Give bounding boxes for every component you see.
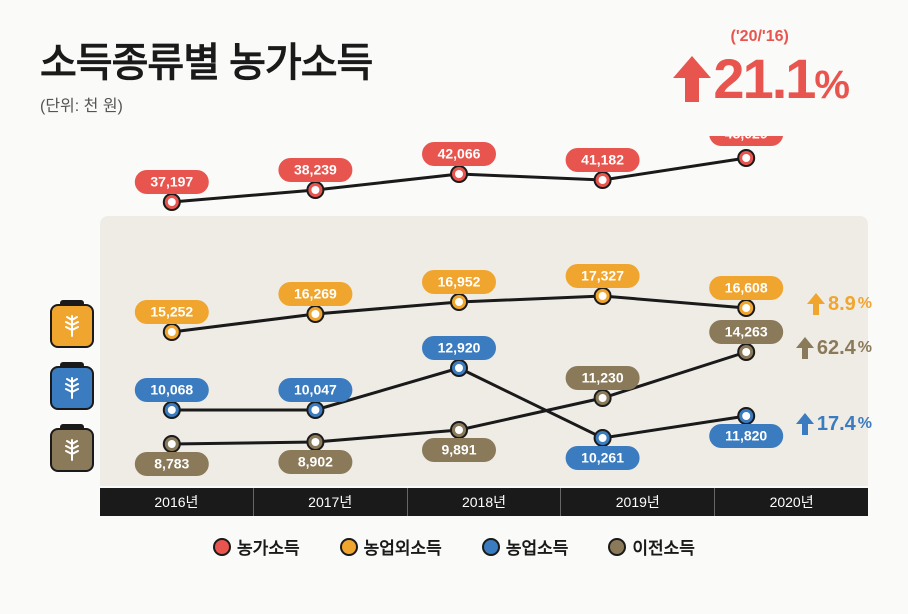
value-label: 41,182 [581,152,624,168]
series-change: 17.4% [795,412,872,436]
value-label: 14,263 [725,324,768,340]
value-label: 10,068 [150,382,193,398]
data-marker-inner [311,438,319,446]
data-marker-inner [599,434,607,442]
data-marker-inner [455,298,463,306]
data-marker-inner [742,348,750,356]
value-label: 10,261 [581,450,624,466]
value-label: 42,066 [438,146,481,162]
legend: 농가소득 농업외소득 농업소득 이전소득 [40,534,868,559]
legend-label: 농업소득 [506,534,569,559]
headline-period: ('20/'16) [671,28,848,46]
data-marker-inner [311,406,319,414]
value-label: 8,902 [298,454,333,470]
value-label: 8,783 [154,456,189,472]
legend-item: 농업소득 [482,534,569,559]
line-chart: 37,197 38,239 42,066 41,182 45,029 15,252 16,2… [40,136,868,516]
value-label: 11,230 [582,370,624,386]
legend-dot-icon [213,538,231,556]
legend-dot-icon [482,538,500,556]
data-marker-inner [168,440,176,448]
x-axis-tick: 2018년 [408,488,562,516]
value-label: 16,952 [438,274,481,290]
value-label: 45,029 [725,136,768,142]
value-label: 37,197 [150,174,193,190]
value-label: 11,820 [725,428,767,444]
arrow-up-icon [795,412,815,436]
change-value: 62.4 [817,337,856,360]
headline-change: ('20/'16) 21.1% [671,28,848,111]
x-axis-tick: 2017년 [254,488,408,516]
data-marker-inner [168,406,176,414]
change-unit: % [858,339,872,357]
arrow-up-icon [671,54,713,104]
data-marker-inner [599,394,607,402]
data-marker-inner [599,176,607,184]
legend-item: 농가소득 [213,534,300,559]
arrow-up-icon [806,292,826,316]
data-marker-inner [742,154,750,162]
chart-area: 37,197 38,239 42,066 41,182 45,029 15,252 16,2… [40,136,868,516]
value-label: 16,269 [294,286,337,302]
data-marker-inner [455,170,463,178]
infographic-container: 소득종류별 농가소득 (단위: 천 원) ('20/'16) 21.1% 37,… [0,0,908,614]
change-unit: % [858,415,872,433]
x-axis-tick: 2020년 [715,488,868,516]
x-axis-tick: 2019년 [561,488,715,516]
data-marker-inner [311,310,319,318]
data-marker-inner [455,364,463,372]
change-unit: % [858,295,872,313]
legend-item: 이전소득 [608,534,695,559]
data-marker-inner [168,328,176,336]
legend-dot-icon [608,538,626,556]
change-value: 8.9 [828,293,856,316]
value-label: 16,608 [725,280,768,296]
value-label: 15,252 [150,304,193,320]
data-marker-inner [742,304,750,312]
legend-label: 농가소득 [237,534,300,559]
x-axis-tick: 2016년 [100,488,254,516]
legend-item: 농업외소득 [340,534,442,559]
series-change: 62.4% [795,336,872,360]
data-marker-inner [311,186,319,194]
data-marker-inner [455,426,463,434]
value-label: 10,047 [294,382,337,398]
headline-pct: 21.1% [713,46,848,111]
legend-label: 이전소득 [632,534,695,559]
legend-dot-icon [340,538,358,556]
value-label: 38,239 [294,162,337,178]
change-value: 17.4 [817,413,856,436]
series-change: 8.9% [806,292,872,316]
value-label: 9,891 [441,442,476,458]
data-marker-inner [168,198,176,206]
arrow-up-icon [795,336,815,360]
value-label: 17,327 [581,268,624,284]
value-label: 12,920 [438,340,481,356]
data-marker-inner [599,292,607,300]
data-marker-inner [742,412,750,420]
legend-label: 농업외소득 [364,534,442,559]
x-axis: 2016년2017년2018년2019년2020년 [100,488,868,516]
